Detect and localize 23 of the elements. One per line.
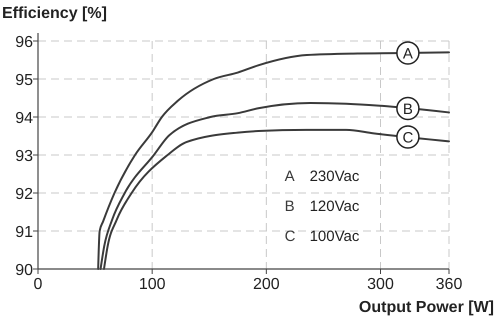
y-tick-label: 95 [15, 72, 34, 89]
x-tick-label: 100 [138, 276, 166, 293]
y-tick-label: 93 [15, 148, 34, 165]
series-label: B [402, 100, 413, 118]
x-tick-label: 200 [252, 276, 280, 293]
series-label: A [402, 45, 413, 62]
y-tick-label: 92 [15, 186, 34, 203]
x-tick-label: 0 [34, 276, 43, 293]
annotation: 230Vac [310, 168, 360, 185]
y-tick-label: 91 [15, 224, 34, 241]
x-axis-title: Output Power [W] [358, 299, 494, 316]
text: C [284, 228, 296, 245]
y-tick-label: 94 [15, 110, 34, 127]
x-tick-label: 300 [367, 276, 394, 293]
annotation: 120Vac [310, 198, 360, 215]
x-tick-label: 360 [436, 276, 462, 293]
y-axis-title: Efficiency [%] [2, 5, 107, 22]
text: B [284, 198, 295, 215]
annotation: 100Vac [310, 228, 360, 245]
y-tick-label: 96 [15, 34, 34, 51]
y-tick-label: 90 [15, 262, 34, 279]
series-label: C [402, 129, 414, 146]
text: A [284, 168, 295, 185]
